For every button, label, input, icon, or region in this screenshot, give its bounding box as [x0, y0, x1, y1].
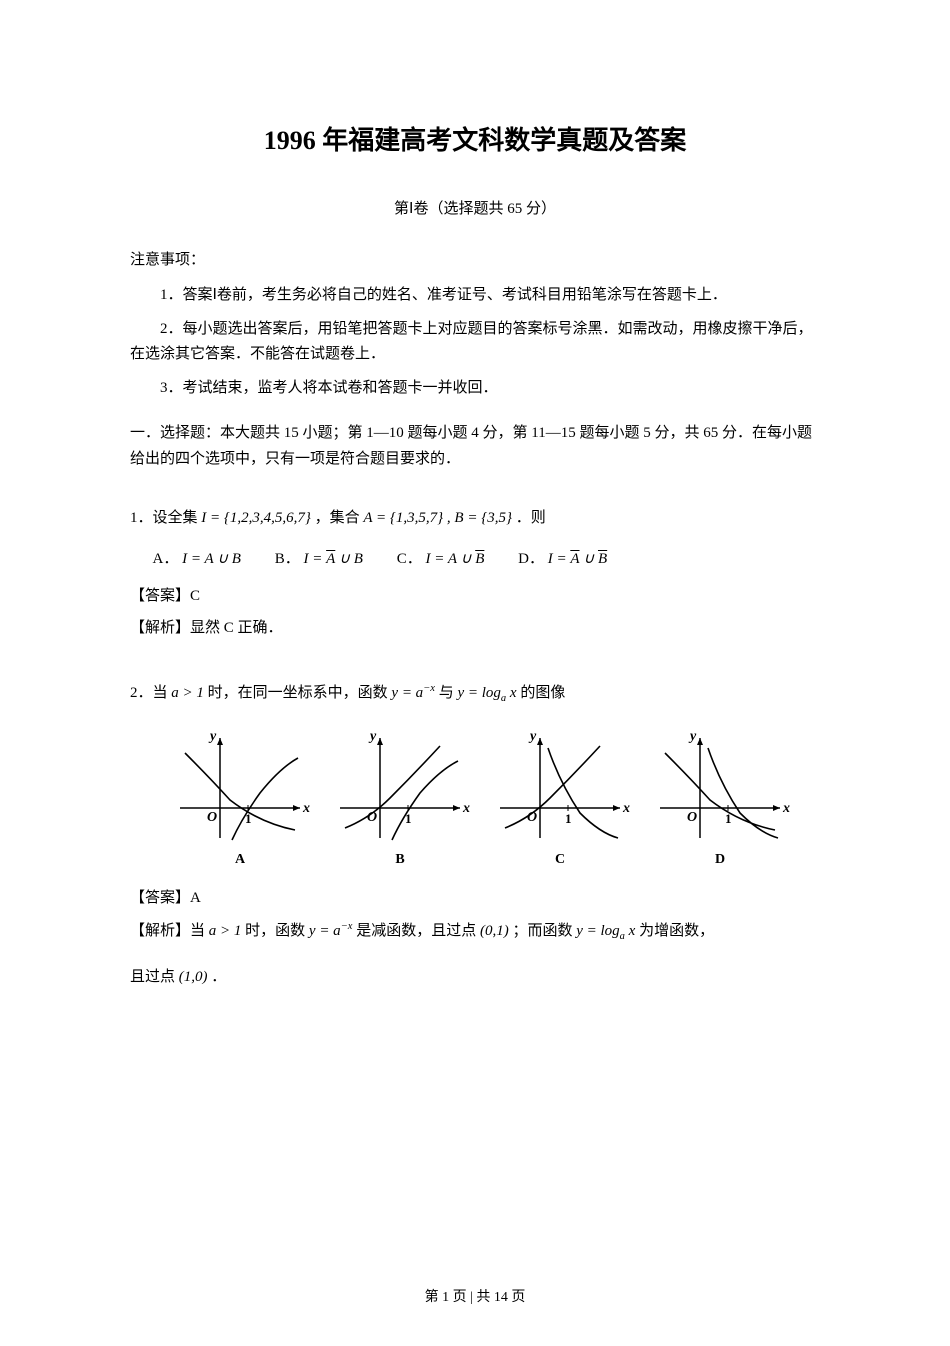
q1-optA-math: I = A ∪ B [182, 551, 241, 567]
q1-optB-post: ∪ B [335, 551, 363, 567]
page-footer: 第 1 页 | 共 14 页 [0, 1286, 950, 1306]
q1-optD-pre: I = [548, 551, 571, 567]
notice-1: 1．答案Ⅰ卷前，考生务必将自己的姓名、准考证号、考试科目用铅笔涂写在答题卡上． [130, 283, 820, 309]
q2-ana-pt2: (1,0) [179, 969, 208, 985]
q2-p2: 时，在同一坐标系中，函数 [204, 685, 392, 701]
q2-p4: 的图像 [517, 685, 566, 701]
graph-b-svg: x y O 1 [330, 728, 470, 848]
q1-optD-mid: ∪ [580, 551, 598, 567]
x-label: x [462, 801, 470, 816]
y-label: y [688, 729, 697, 744]
q2-ana-p3: 是减函数，且过点 [352, 923, 480, 939]
graph-d: x y O 1 D [650, 728, 790, 868]
q2-ana2-p1: 且过点 [130, 969, 179, 985]
q1-analysis: 【解析】显然 C 正确． [130, 616, 820, 642]
q2-ana-f2-post: x [625, 923, 635, 939]
graph-row: x y O 1 A x [170, 728, 820, 868]
q1-opt-d: D． I = A ∪ B [518, 543, 607, 576]
notice-heading: 注意事项： [130, 248, 820, 269]
q1-optB-bar: A [326, 543, 335, 576]
q2-analysis-line2: 且过点 (1,0) ． [130, 965, 820, 991]
q1-optD-bar1: A [570, 543, 579, 576]
notice-2: 2．每小题选出答案后，用铅笔把答题卡上对应题目的答案标号涂黑．如需改动，用橡皮擦… [130, 317, 820, 368]
origin-label: O [207, 810, 217, 825]
q2-ana-p1: 【解析】当 [130, 923, 209, 939]
q1-options: A． I = A ∪ B B． I = A ∪ B C． I = A ∪ B D… [153, 543, 821, 576]
q2-cond: a > 1 [171, 685, 204, 701]
q2-ana-p4: ；而函数 [509, 923, 577, 939]
notice-3: 3．考试结束，监考人将本试卷和答题卡一并收回． [130, 376, 820, 402]
q2-f2-post: x [506, 685, 516, 701]
q1-suffix: ．则 [512, 510, 546, 526]
q1-answer: 【答案】C [130, 584, 820, 610]
q1-opt-c: C． I = A ∪ B [397, 543, 485, 576]
q2-p1: 2．当 [130, 685, 171, 701]
q2-f2-pre: y = log [457, 685, 500, 701]
q2-analysis-line1: 【解析】当 a > 1 时，函数 y = a−x 是减函数，且过点 (0,1) … [130, 918, 820, 946]
q1-I: I = {1,2,3,4,5,6,7} [201, 510, 311, 526]
q1-optB-pre: I = [304, 551, 327, 567]
q1-prefix: 1．设全集 [130, 510, 201, 526]
q2-stem: 2．当 a > 1 时，在同一坐标系中，函数 y = a−x 与 y = log… [130, 677, 820, 710]
graph-a: x y O 1 A [170, 728, 310, 868]
tick-1: 1 [565, 811, 572, 826]
section-1-heading: 一．选择题：本大题共 15 小题；第 1—10 题每小题 4 分，第 11—15… [130, 421, 820, 472]
q2-ana-f1: y = a [309, 923, 341, 939]
q1-stem: 1．设全集 I = {1,2,3,4,5,6,7} ，集合 A = {1,3,5… [130, 502, 820, 535]
q2-f1: y = a [391, 685, 423, 701]
q2-graphs: x y O 1 A x [170, 728, 820, 868]
q1-optA-label: A． [153, 551, 179, 567]
x-label: x [782, 801, 790, 816]
q1-opt-a: A． I = A ∪ B [153, 543, 241, 576]
q2-ana-pt1: (0,1) [480, 923, 509, 939]
y-label: y [528, 729, 537, 744]
q1-A: A = {1,3,5,7} [363, 510, 443, 526]
graph-a-svg: x y O 1 [170, 728, 310, 848]
page: 1996 年福建高考文科数学真题及答案 第Ⅰ卷（选择题共 65 分） 注意事项：… [0, 0, 950, 1346]
graph-b-label: B [330, 852, 470, 868]
doc-title: 1996 年福建高考文科数学真题及答案 [130, 120, 820, 157]
graph-b: x y O 1 B [330, 728, 470, 868]
q2-p3: 与 [435, 685, 458, 701]
q2-ana-cond: a > 1 [209, 923, 242, 939]
q1-B: B = {3,5} [454, 510, 512, 526]
y-label: y [368, 729, 377, 744]
graph-a-label: A [170, 852, 310, 868]
q2-f1-exp: −x [423, 683, 435, 694]
q2-answer: 【答案】A [130, 886, 820, 912]
q2-ana-f1-exp: −x [341, 921, 353, 932]
q1-optC-label: C． [397, 551, 422, 567]
graph-c-label: C [490, 852, 630, 868]
graph-c: x y O 1 C [490, 728, 630, 868]
graph-c-svg: x y O 1 [490, 728, 630, 848]
q1-comma: , [443, 510, 454, 526]
graph-d-label: D [650, 852, 790, 868]
q2-ana-f2-pre: y = log [576, 923, 619, 939]
q1-optD-bar2: B [598, 543, 607, 576]
q1-optC-pre: I = A ∪ [425, 551, 475, 567]
q1-optC-bar: B [475, 543, 484, 576]
x-label: x [622, 801, 630, 816]
q2-ana2-p2: ． [208, 969, 227, 985]
y-label: y [208, 729, 217, 744]
q2-ana-p5: 为增函数， [635, 923, 714, 939]
q2-ana-p2: 时，函数 [241, 923, 309, 939]
q1-opt-b: B． I = A ∪ B [275, 543, 363, 576]
q1-mid1: ，集合 [311, 510, 364, 526]
doc-subtitle: 第Ⅰ卷（选择题共 65 分） [130, 197, 820, 218]
origin-label: O [687, 810, 697, 825]
graph-d-svg: x y O 1 [650, 728, 790, 848]
q1-optD-label: D． [518, 551, 544, 567]
x-label: x [302, 801, 310, 816]
q1-optB-label: B． [275, 551, 300, 567]
